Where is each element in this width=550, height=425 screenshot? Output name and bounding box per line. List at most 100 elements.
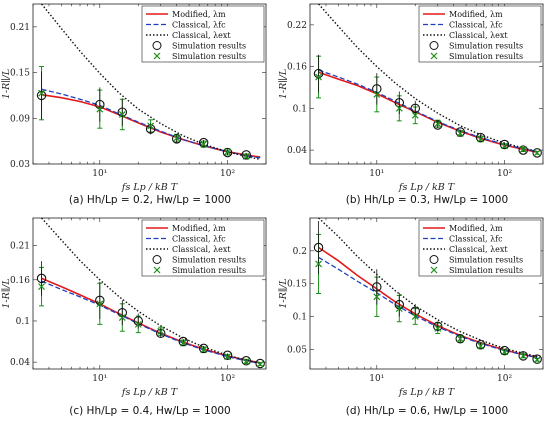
legend-label: Classical, λfc — [449, 235, 503, 244]
plot-content — [36, 218, 265, 369]
x-tick-label: 10² — [220, 374, 235, 384]
sim-cross-point — [533, 356, 541, 364]
panel-d: 10¹ 10² 0.05 0.1 0.15 0.2 Modified, λm Classica… — [278, 217, 544, 417]
y-tick-label: 0.16 — [10, 276, 30, 286]
legend-label: Simulation results — [449, 266, 523, 275]
plot-content — [313, 218, 542, 364]
y-tick-label: 0.04 — [10, 358, 30, 368]
y-axis-label: 1-R∥/L — [278, 69, 289, 99]
sim-circle-point — [241, 150, 251, 160]
legend-label: Simulation results — [172, 52, 246, 61]
legend-box — [418, 219, 542, 277]
sim-cross-point — [456, 335, 464, 343]
y-tick-label: 0.2 — [293, 247, 307, 257]
sim-circle-point — [222, 350, 233, 361]
sim-cross-point — [395, 104, 403, 112]
sim-cross-point — [519, 145, 527, 153]
sim-circle-point — [198, 137, 209, 148]
panel-c: 10¹ 10² 0.04 0.1 0.16 0.21 Modified, λm Classic… — [1, 217, 267, 417]
sim-circle-point — [455, 127, 465, 137]
sim-circle-point — [372, 282, 382, 292]
sim-circle-point — [117, 107, 128, 117]
y-tick-label: 0.22 — [287, 21, 307, 31]
sim-cross-point — [118, 314, 126, 321]
series-line-classical_ext — [318, 4, 538, 153]
x-tick-label: 10¹ — [92, 374, 107, 384]
legend-label: Classical, λfc — [449, 21, 503, 30]
legend-label: Simulation results — [172, 266, 246, 275]
sim-cross-point — [38, 89, 45, 97]
y-tick-label: 0.05 — [287, 345, 307, 355]
legend-label: Classical, λext — [172, 31, 231, 40]
plot-content — [36, 4, 261, 161]
sim-circle-point — [36, 273, 47, 284]
sim-circle-point — [198, 343, 209, 354]
x-tick-label: 10¹ — [369, 169, 384, 179]
y-tick-label: 0.1 — [293, 104, 307, 114]
series-line-modified — [318, 71, 538, 153]
sim-circle-point — [145, 124, 156, 134]
sim-cross-point — [200, 346, 208, 354]
sim-circle-point — [455, 334, 465, 344]
legend-swatch-cross — [153, 266, 161, 274]
sim-cross-point — [373, 91, 381, 98]
sim-circle-point — [475, 339, 486, 350]
legend-label: Simulation results — [449, 256, 523, 265]
legend-swatch-circle — [152, 255, 162, 264]
y-axis-label: 1-R∥/L — [278, 278, 289, 308]
sim-circle-point — [36, 90, 47, 101]
sim-circle-point — [518, 351, 528, 361]
sim-cross-point — [411, 313, 419, 320]
sim-cross-point — [477, 342, 485, 350]
legend-swatch-circle — [152, 41, 162, 50]
sim-cross-point — [519, 352, 527, 360]
y-tick-label: 0.15 — [10, 69, 30, 79]
panel-caption: (d) Hh/Lp = 0.6, Hw/Lp = 1000 — [346, 405, 508, 417]
sim-circle-point — [222, 147, 233, 158]
sim-cross-point — [456, 129, 464, 137]
sim-cross-point — [200, 140, 208, 148]
sim-circle-point — [532, 148, 542, 158]
series-line-classical_fc — [318, 69, 538, 153]
sim-circle-point — [410, 103, 421, 114]
series-line-classical_ext — [318, 218, 538, 358]
sim-circle-point — [313, 242, 324, 253]
x-tick-label: 10² — [497, 374, 512, 384]
sim-cross-point — [256, 360, 264, 368]
sim-cross-point — [134, 320, 142, 328]
sim-cross-point — [118, 111, 126, 118]
sim-cross-point — [533, 149, 541, 157]
legend-box — [141, 5, 265, 63]
sim-circle-point — [178, 336, 188, 347]
legend-label: Simulation results — [449, 52, 523, 61]
legend-label: Classical, λfc — [172, 235, 226, 244]
sim-cross-point — [501, 348, 508, 356]
series-line-classical_fc — [318, 256, 538, 359]
plot-content — [313, 4, 542, 158]
legend-box — [141, 219, 265, 277]
sim-circle-point — [241, 356, 251, 366]
x-axis-label: fs Lp / kB T — [398, 387, 455, 398]
y-tick-label: 0.09 — [10, 114, 30, 124]
sim-circle-point — [432, 120, 443, 130]
panel-caption: (b) Hh/Lp = 0.3, Hw/Lp = 1000 — [346, 194, 508, 206]
sim-cross-point — [179, 339, 187, 347]
sim-cross-point — [501, 142, 508, 150]
x-tick-label: 10¹ — [92, 169, 107, 179]
sim-cross-point — [96, 300, 104, 308]
sim-cross-point — [434, 324, 442, 332]
panel-a: 10¹ 10² 0.03 0.09 0.15 0.21 Modified, λm Classi… — [1, 3, 267, 206]
sim-circle-point — [499, 139, 510, 150]
sim-cross-point — [373, 293, 381, 301]
sim-cross-point — [224, 353, 231, 361]
sim-circle-point — [432, 321, 443, 332]
series-line-classical_ext — [41, 218, 261, 365]
series-line-classical_fc — [41, 280, 261, 365]
legend-swatch-cross — [430, 52, 438, 60]
sim-circle-point — [155, 328, 166, 339]
sim-cross-point — [315, 73, 322, 81]
sim-circle-point — [394, 98, 405, 108]
